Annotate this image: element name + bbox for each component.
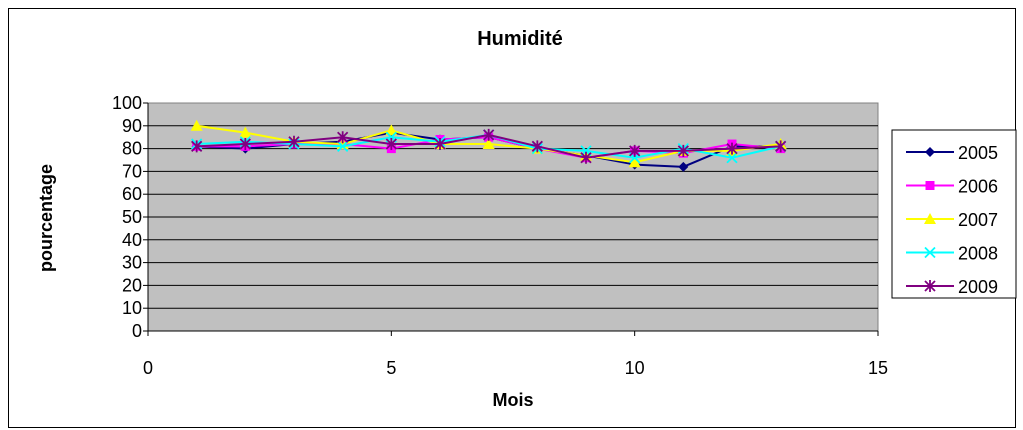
- legend-items: 2005 2006 2007 2008 2009: [906, 143, 998, 297]
- legend-label-2009: 2009: [958, 277, 998, 297]
- x-tick-label-2: 10: [625, 358, 645, 378]
- y-tick-label-9: 90: [122, 116, 142, 136]
- x-axis-label: Mois: [492, 390, 533, 410]
- series-2009: [191, 128, 787, 164]
- legend-item-2005: 2005: [906, 143, 998, 163]
- y-axis-label: pourcentage: [36, 164, 56, 272]
- data-point-2008-4: [337, 140, 349, 152]
- x-axis: 0 5 10 15: [143, 330, 888, 378]
- legend-marker-2007: [924, 213, 936, 224]
- data-point-2009-4: [337, 131, 349, 144]
- legend-label-2008: 2008: [958, 244, 998, 264]
- data-point-2009-1: [191, 140, 203, 153]
- data-point-2009-7: [483, 128, 495, 141]
- legend: [891, 129, 1017, 299]
- legend-marker-2008: [924, 246, 936, 259]
- data-point-2009-13: [775, 140, 787, 153]
- legend-item-2006: 2006: [906, 177, 998, 197]
- y-tick-label-7: 70: [122, 161, 142, 181]
- series-lines: [190, 119, 787, 172]
- legend-label-2006: 2006: [958, 177, 998, 197]
- y-tick-label-6: 60: [122, 184, 142, 204]
- legend-item-2008: 2008: [906, 244, 998, 264]
- legend-item-2009: 2009: [906, 277, 998, 297]
- y-tick-label-1: 10: [122, 298, 142, 318]
- gridlines: [148, 125, 878, 309]
- data-point-2009-11: [677, 144, 689, 157]
- y-tick-label-5: 50: [122, 207, 142, 227]
- data-point-2007-5: [385, 124, 398, 136]
- data-point-2009-12: [726, 142, 738, 155]
- y-tick-label-2: 20: [122, 275, 142, 295]
- data-point-2009-8: [531, 140, 543, 153]
- legend-marker-2006: [925, 181, 935, 190]
- legend-marker-2005: [925, 147, 935, 157]
- legend-label-2007: 2007: [958, 210, 998, 230]
- y-tick-label-10: 100: [112, 93, 142, 113]
- y-tick-label-4: 40: [122, 230, 142, 250]
- data-point-2009-6: [434, 138, 446, 151]
- data-point-2009-2: [239, 138, 251, 151]
- y-tick-label-8: 80: [122, 139, 142, 159]
- y-tick-label-3: 30: [122, 253, 142, 273]
- data-point-2009-5: [385, 138, 397, 151]
- data-point-2007-7: [482, 138, 495, 150]
- y-tick-label-0: 0: [132, 321, 142, 341]
- x-tick-label-3: 15: [868, 358, 888, 378]
- data-point-2005-11: [678, 161, 689, 172]
- x-tick-label-0: 0: [143, 358, 153, 378]
- data-point-2008-12: [726, 152, 738, 164]
- data-point-2009-9: [580, 151, 592, 164]
- legend-marker-2009: [924, 280, 936, 292]
- data-point-2009-10: [629, 144, 641, 157]
- x-tick-label-1: 5: [386, 358, 396, 378]
- legend-label-2005: 2005: [958, 143, 998, 163]
- data-point-2007-10: [628, 156, 641, 168]
- data-point-2007-1: [190, 119, 203, 131]
- legend-item-2007: 2007: [906, 210, 998, 230]
- data-point-2007-2: [239, 126, 252, 138]
- chart-title: Humidité: [477, 28, 563, 50]
- data-point-2009-3: [288, 135, 300, 148]
